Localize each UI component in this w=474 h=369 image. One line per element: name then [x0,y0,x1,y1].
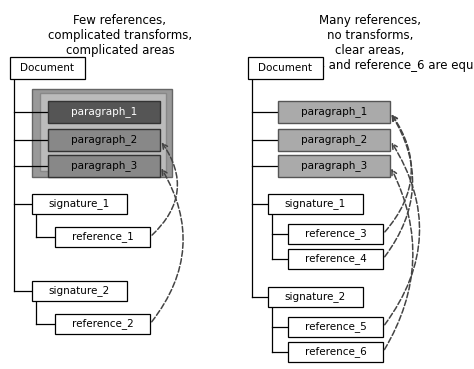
Bar [32,89,172,177]
Text: paragraph_2: paragraph_2 [71,135,137,145]
Text: paragraph_3: paragraph_3 [71,161,137,172]
Bar [32,194,127,214]
Text: Few references,
complicated transforms,
complicated areas: Few references, complicated transforms, … [48,14,192,57]
Bar [48,101,160,123]
Bar [48,155,160,177]
Text: paragraph_1: paragraph_1 [301,107,367,117]
Text: paragraph_2: paragraph_2 [301,135,367,145]
Text: paragraph_3: paragraph_3 [301,161,367,172]
Text: signature_1: signature_1 [285,199,346,210]
Text: reference_6: reference_6 [305,346,366,358]
Bar [288,342,383,362]
Bar [55,314,150,334]
FancyArrowPatch shape [385,116,412,257]
Text: signature_2: signature_2 [49,286,110,296]
Bar [288,249,383,269]
Text: reference_5: reference_5 [305,321,366,332]
Bar [248,57,323,79]
Text: reference_1: reference_1 [72,231,133,242]
Bar [278,155,390,177]
Text: Document: Document [258,63,312,73]
Text: reference_3: reference_3 [305,228,366,239]
Text: Many references,
no transforms,
clear areas,
reference_4 and reference_6 are equ: Many references, no transforms, clear ar… [255,14,474,72]
FancyArrowPatch shape [385,144,419,325]
Text: Document: Document [20,63,74,73]
FancyArrowPatch shape [152,170,183,322]
Text: reference_4: reference_4 [305,254,366,265]
Bar [278,101,390,123]
Bar [288,317,383,337]
Bar [288,224,383,244]
Bar [10,57,85,79]
Bar [48,129,160,151]
Text: paragraph_1: paragraph_1 [71,107,137,117]
Bar [55,227,150,247]
Text: reference_2: reference_2 [72,318,133,330]
Text: signature_2: signature_2 [285,292,346,303]
Bar [268,194,363,214]
Bar [40,93,166,171]
Text: signature_1: signature_1 [49,199,110,210]
FancyArrowPatch shape [385,116,411,232]
FancyArrowPatch shape [384,170,413,349]
FancyArrowPatch shape [152,144,177,235]
Bar [32,281,127,301]
Bar [268,287,363,307]
Bar [278,129,390,151]
